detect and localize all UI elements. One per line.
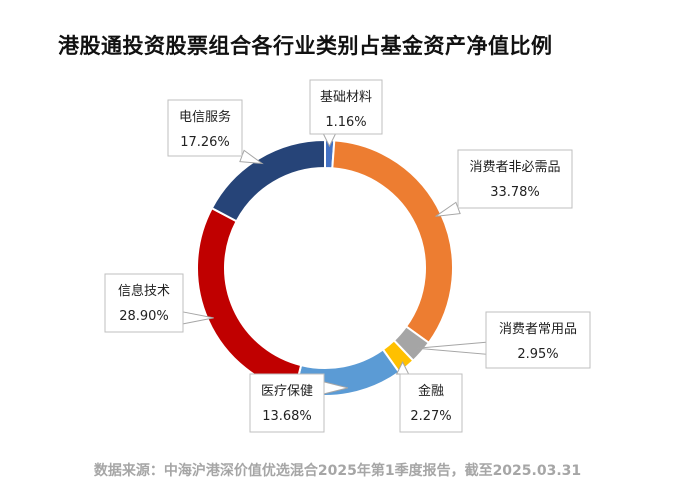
data-label-value: 2.95% <box>517 347 558 362</box>
data-label-value: 13.68% <box>262 409 312 424</box>
data-label-category: 金融 <box>418 383 444 399</box>
donut-slices <box>196 138 454 397</box>
data-label-6: 信息技术 28.90% <box>104 273 184 333</box>
slice-2 <box>331 139 454 345</box>
data-label-category: 消费者常用品 <box>499 322 577 337</box>
label-leader-7 <box>239 149 264 165</box>
data-label-4: 金融 2.27% <box>399 373 463 433</box>
chart-title: 港股通投资股票组合各行业类别占基金资产净值比例 <box>58 34 553 58</box>
data-label-7: 电信服务 17.26% <box>167 99 243 157</box>
data-label-category: 基础材料 <box>320 90 372 105</box>
data-labels: 基础材料 1.16% 消费者非必需品 33.78% 消费者常用品 2.95% 金融 2.27%… <box>104 79 591 433</box>
data-label-category: 医疗保健 <box>261 384 313 399</box>
data-label-value: 33.78% <box>490 185 540 200</box>
data-label-value: 2.27% <box>410 409 451 424</box>
data-label-category: 电信服务 <box>179 109 231 125</box>
data-label-category: 消费者非必需品 <box>469 160 560 175</box>
data-label-value: 28.90% <box>119 309 169 324</box>
slice-7 <box>210 138 326 223</box>
data-label-2: 消费者非必需品 33.78% <box>457 149 573 209</box>
data-source-note: 数据来源：中海沪港深价值优选混合2025年第1季度报告，截至2025.03.31 <box>93 463 582 479</box>
data-label-value: 1.16% <box>325 115 366 130</box>
data-label-5: 医疗保健 13.68% <box>249 373 325 433</box>
data-label-category: 信息技术 <box>118 283 170 299</box>
slice-6 <box>196 206 303 394</box>
data-label-value: 17.26% <box>180 135 230 150</box>
data-label-1: 基础材料 1.16% <box>309 79 383 135</box>
data-label-3: 消费者常用品 2.95% <box>485 311 591 369</box>
